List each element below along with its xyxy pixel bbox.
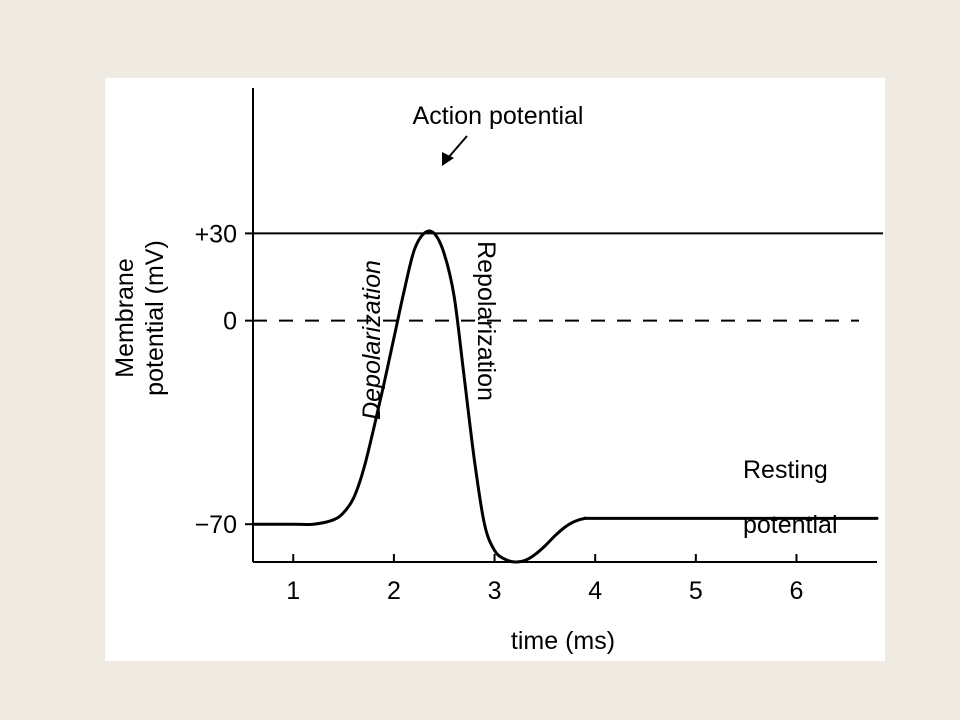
x-tick-label: 2: [387, 577, 401, 605]
tick-labels: 1 2 3 4 5 6 +30 0 −70: [195, 220, 804, 605]
y-tick-label: 0: [223, 308, 237, 336]
series-line-membrane-potential: [251, 229, 879, 564]
series-group: [251, 229, 879, 564]
x-tick-label: 4: [588, 577, 602, 605]
annotation-potential: potential: [743, 511, 838, 539]
y-tick-label: +30: [195, 220, 237, 248]
action-potential-chart: 1 2 3 4 5 6 +30 0 −70 Membrane potential (mV) ti…: [111, 88, 883, 655]
x-axis-label: time (ms): [511, 627, 615, 655]
x-tick-label: 5: [689, 577, 703, 605]
x-tick-label: 3: [488, 577, 502, 605]
annotation-depolarization: Depolarization: [358, 260, 386, 420]
x-tick-label: 6: [790, 577, 804, 605]
y-tick-label: −70: [195, 511, 237, 539]
axes: [252, 88, 877, 563]
reference-lines: [253, 232, 883, 322]
annotation-resting: Resting: [743, 456, 828, 484]
y-axis-label: potential (mV): [141, 240, 169, 396]
x-tick-label: 1: [286, 577, 300, 605]
annotation-repolarization: Repolarization: [472, 241, 500, 401]
figure-panel: 1 2 3 4 5 6 +30 0 −70 Membrane potential (mV) ti…: [105, 78, 885, 661]
annotation-action-potential: Action potential: [413, 102, 584, 130]
annotation-arrow: [442, 135, 468, 166]
y-axis-label: Membrane: [111, 258, 139, 378]
